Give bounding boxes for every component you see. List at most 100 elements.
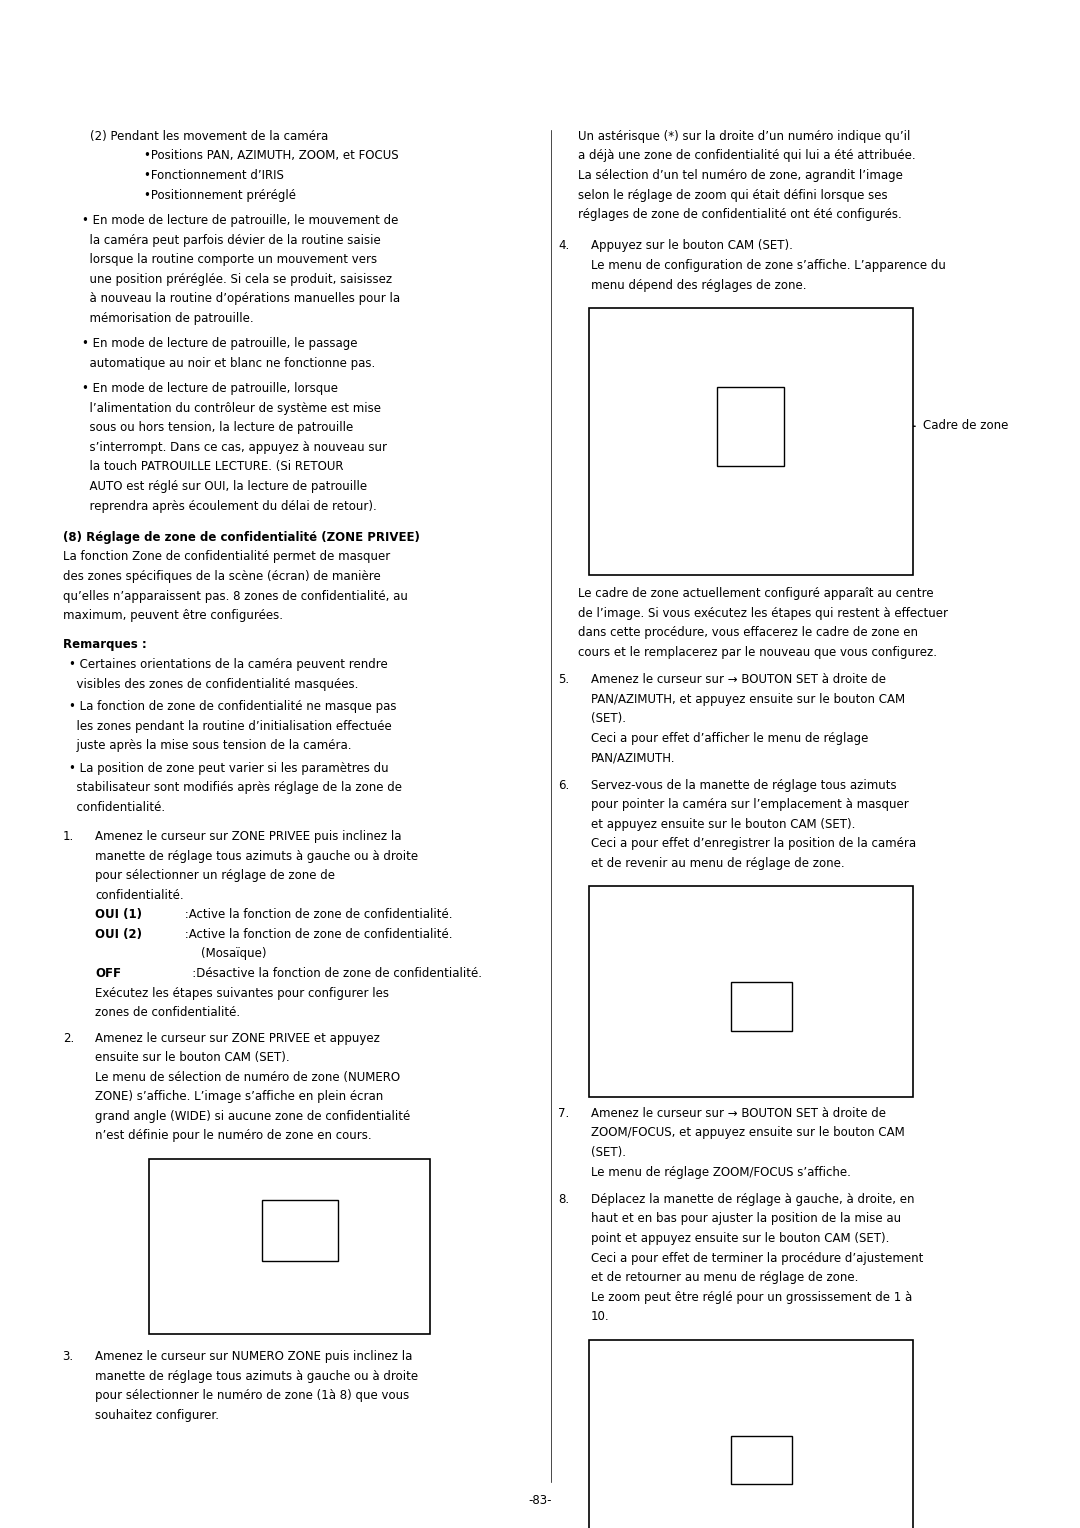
Text: Le menu de sélection de numéro de zone (NUMERO: Le menu de sélection de numéro de zone (… — [95, 1071, 401, 1083]
Text: 3.: 3. — [63, 1351, 73, 1363]
Text: pour sélectionner le numéro de zone (1à 8) que vous: pour sélectionner le numéro de zone (1à … — [95, 1389, 409, 1403]
Text: a déjà une zone de confidentialité qui lui a été attribuée.: a déjà une zone de confidentialité qui l… — [578, 150, 916, 162]
Text: • La position de zone peut varier si les paramètres du: • La position de zone peut varier si les… — [69, 761, 389, 775]
Text: selon le réglage de zoom qui était défini lorsque ses: selon le réglage de zoom qui était défin… — [578, 188, 888, 202]
Text: • En mode de lecture de patrouille, le passage: • En mode de lecture de patrouille, le p… — [82, 338, 357, 350]
Text: • En mode de lecture de patrouille, le mouvement de: • En mode de lecture de patrouille, le m… — [82, 214, 399, 228]
Text: 5.: 5. — [558, 672, 569, 686]
Text: menu dépend des réglages de zone.: menu dépend des réglages de zone. — [591, 278, 807, 292]
Text: haut et en bas pour ajuster la position de la mise au: haut et en bas pour ajuster la position … — [591, 1213, 901, 1225]
Text: et appuyez ensuite sur le bouton CAM (SET).: et appuyez ensuite sur le bouton CAM (SE… — [591, 817, 855, 831]
Text: Amenez le curseur sur ZONE PRIVEE puis inclinez la: Amenez le curseur sur ZONE PRIVEE puis i… — [95, 830, 402, 843]
Bar — [731, 983, 792, 1031]
Text: manette de réglage tous azimuts à gauche ou à droite: manette de réglage tous azimuts à gauche… — [95, 850, 418, 863]
Text: REGLAGE SUP  -          +: REGLAGE SUP - + — [597, 1511, 753, 1520]
Text: REGLAGE SUP  -          +: REGLAGE SUP - + — [597, 533, 753, 542]
Text: confidentialité.: confidentialité. — [69, 801, 165, 814]
Text: Servez-vous de la manette de réglage tous azimuts: Servez-vous de la manette de réglage tou… — [591, 779, 896, 792]
Text: Amenez le curseur sur NUMERO ZONE puis inclinez la: Amenez le curseur sur NUMERO ZONE puis i… — [95, 1351, 413, 1363]
Text: l’alimentation du contrôleur de système est mise: l’alimentation du contrôleur de système … — [82, 402, 381, 414]
Text: de l’image. Si vous exécutez les étapes qui restent à effectuer: de l’image. Si vous exécutez les étapes … — [578, 607, 948, 619]
Text: :Désactive la fonction de zone de confidentialité.: :Désactive la fonction de zone de confid… — [181, 967, 483, 979]
Text: sous ou hors tension, la lecture de patrouille: sous ou hors tension, la lecture de patr… — [82, 422, 353, 434]
Text: (2) Pendant les movement de la caméra: (2) Pendant les movement de la caméra — [90, 130, 328, 144]
Text: mémorisation de patrouille.: mémorisation de patrouille. — [82, 312, 254, 325]
Text: • La fonction de zone de confidentialité ne masque pas: • La fonction de zone de confidentialité… — [69, 700, 396, 714]
Text: :Active la fonction de zone de confidentialité.: :Active la fonction de zone de confident… — [181, 927, 453, 941]
Text: •Positions PAN, AZIMUTH, ZOOM, et FOCUS: •Positions PAN, AZIMUTH, ZOOM, et FOCUS — [144, 150, 399, 162]
Text: :Active la fonction de zone de confidentialité.: :Active la fonction de zone de confident… — [181, 908, 453, 921]
Text: H AZIMUTH B/G PAN D: H AZIMUTH B/G PAN D — [597, 976, 712, 986]
Text: 1.: 1. — [63, 830, 73, 843]
Text: •Fonctionnement d’IRIS: •Fonctionnement d’IRIS — [144, 170, 284, 182]
Text: Amenez le curseur sur → BOUTON SET à droite de: Amenez le curseur sur → BOUTON SET à dro… — [591, 1106, 886, 1120]
Text: 7.: 7. — [558, 1106, 569, 1120]
Text: 10.: 10. — [591, 1311, 609, 1323]
Text: la caméra peut parfois dévier de la routine saisie: la caméra peut parfois dévier de la rout… — [82, 234, 381, 246]
Text: Amenez le curseur sur → BOUTON SET à droite de: Amenez le curseur sur → BOUTON SET à dro… — [591, 672, 886, 686]
Text: grand angle (WIDE) si aucune zone de confidentialité: grand angle (WIDE) si aucune zone de con… — [95, 1109, 410, 1123]
Text: zones de confidentialité.: zones de confidentialité. — [95, 1005, 240, 1019]
Text: 6.: 6. — [558, 779, 569, 792]
Text: ZOOM/FOCUS, et appuyez ensuite sur le bouton CAM: ZOOM/FOCUS, et appuyez ensuite sur le bo… — [591, 1126, 905, 1140]
Text: RET         PRI: RET PRI — [162, 1311, 252, 1322]
Text: point et appuyez ensuite sur le bouton CAM (SET).: point et appuyez ensuite sur le bouton C… — [591, 1232, 889, 1245]
Bar — [149, 1158, 430, 1334]
Text: Exécutez les étapes suivantes pour configurer les: Exécutez les étapes suivantes pour confi… — [95, 987, 389, 999]
Text: Le menu de configuration de zone s’affiche. L’apparence du: Le menu de configuration de zone s’affic… — [591, 258, 946, 272]
Text: Appuyez sur le bouton CAM (SET).: Appuyez sur le bouton CAM (SET). — [591, 240, 793, 252]
Text: (8) Réglage de zone de confidentialité (ZONE PRIVEE): (8) Réglage de zone de confidentialité (… — [63, 530, 419, 544]
Text: PAN/AZIMUTH  →BOUTON SET: PAN/AZIMUTH →BOUTON SET — [597, 1374, 741, 1383]
Text: • Certaines orientations de la caméra peuvent rendre: • Certaines orientations de la caméra pe… — [69, 659, 388, 671]
Text: H ZOOM B/G FOCUS D: H ZOOM B/G FOCUS D — [597, 1429, 705, 1439]
Text: et de retourner au menu de réglage de zone.: et de retourner au menu de réglage de zo… — [591, 1271, 859, 1284]
Text: Ceci a pour effet d’enregistrer la position de la caméra: Ceci a pour effet d’enregistrer la posit… — [591, 837, 916, 851]
Text: Le menu de réglage ZOOM/FOCUS s’affiche.: Le menu de réglage ZOOM/FOCUS s’affiche. — [591, 1166, 851, 1178]
Text: Le zoom peut être réglé pour un grossissement de 1 à: Le zoom peut être réglé pour un grossiss… — [591, 1291, 912, 1303]
Text: à nouveau la routine d’opérations manuelles pour la: à nouveau la routine d’opérations manuel… — [82, 292, 401, 306]
Text: • En mode de lecture de patrouille, lorsque: • En mode de lecture de patrouille, lors… — [82, 382, 338, 396]
Text: confidentialité.: confidentialité. — [95, 889, 184, 902]
Text: La sélection d’un tel numéro de zone, agrandit l’image: La sélection d’un tel numéro de zone, ag… — [578, 170, 903, 182]
Text: Ceci a pour effet de terminer la procédure d’ajustement: Ceci a pour effet de terminer la procédu… — [591, 1251, 923, 1265]
Text: ZONE) s’affiche. L’image s’affiche en plein écran: ZONE) s’affiche. L’image s’affiche en pl… — [95, 1089, 383, 1103]
Text: lorsque la routine comporte un mouvement vers: lorsque la routine comporte un mouvement… — [82, 254, 377, 266]
Text: n’est définie pour le numéro de zone en cours.: n’est définie pour le numéro de zone en … — [95, 1129, 372, 1143]
Text: une position préréglée. Si cela se produit, saisissez: une position préréglée. Si cela se produ… — [82, 272, 392, 286]
Text: OFF: OFF — [95, 967, 121, 979]
Text: maximum, peuvent être configurées.: maximum, peuvent être configurées. — [63, 610, 283, 622]
Text: Déplacez la manette de réglage à gauche, à droite, en: Déplacez la manette de réglage à gauche,… — [591, 1193, 915, 1206]
Text: qu’elles n’apparaissent pas. 8 zones de confidentialité, au: qu’elles n’apparaissent pas. 8 zones de … — [63, 590, 407, 602]
Text: REGLAGE SUP  -          +: REGLAGE SUP - + — [597, 1057, 753, 1068]
Bar — [589, 307, 913, 575]
Text: •Positionnement préréglé: •Positionnement préréglé — [144, 188, 296, 202]
Text: visibles des zones de confidentialité masquées.: visibles des zones de confidentialité ma… — [69, 677, 359, 691]
Text: AIRE         ••••I••••: AIRE ••••I•••• — [597, 513, 729, 524]
Text: s’interrompt. Dans ce cas, appuyez à nouveau sur: s’interrompt. Dans ce cas, appuyez à nou… — [82, 442, 387, 454]
Text: 2.: 2. — [63, 1031, 73, 1045]
Text: **NUMERO ZONE 3 /8**: **NUMERO ZONE 3 /8** — [597, 902, 729, 912]
Text: pour pointer la caméra sur l’emplacement à masquer: pour pointer la caméra sur l’emplacement… — [591, 798, 908, 811]
Text: manette de réglage tous azimuts à gauche ou à droite: manette de réglage tous azimuts à gauche… — [95, 1369, 418, 1383]
Text: réglages de zone de confidentialité ont été configurés.: réglages de zone de confidentialité ont … — [578, 208, 902, 222]
Text: la touch PATROUILLE LECTURE. (Si RETOUR: la touch PATROUILLE LECTURE. (Si RETOUR — [82, 460, 343, 474]
Text: Amenez le curseur sur ZONE PRIVEE et appuyez: Amenez le curseur sur ZONE PRIVEE et app… — [95, 1031, 380, 1045]
Text: ZOOM/FOCUS   →BOUTON SET: ZOOM/FOCUS →BOUTON SET — [597, 1392, 741, 1403]
Text: ZOOM/FOCUS   →BOUTON SET: ZOOM/FOCUS →BOUTON SET — [597, 938, 741, 949]
Text: les zones pendant la routine d’initialisation effectuée: les zones pendant la routine d’initialis… — [69, 720, 392, 732]
Bar — [731, 1436, 792, 1485]
Text: PAN/AZIMUTH.: PAN/AZIMUTH. — [591, 752, 675, 764]
Text: RET       PRI: RET PRI — [597, 1076, 681, 1086]
Text: PAN/AZIMUTH  →BOUTON SET: PAN/AZIMUTH →BOUTON SET — [597, 342, 741, 351]
Text: Cadre de zone: Cadre de zone — [923, 419, 1009, 431]
Text: cours et le remplacerez par le nouveau que vous configurez.: cours et le remplacerez par le nouveau q… — [578, 646, 936, 659]
Text: -83-: -83- — [528, 1494, 552, 1508]
Text: Ceci a pour effet d’afficher le menu de réglage: Ceci a pour effet d’afficher le menu de … — [591, 732, 868, 744]
Text: OUI (2): OUI (2) — [95, 927, 143, 941]
Bar — [589, 1340, 913, 1528]
Text: **NUMERO ZONE 1 /8**: **NUMERO ZONE 1 /8** — [162, 1174, 300, 1184]
Text: AIRE         ••••I••••: AIRE ••••I•••• — [597, 1493, 729, 1502]
Text: PAN/AZIMUTH  →BOUTON SET: PAN/AZIMUTH →BOUTON SET — [597, 920, 741, 931]
Text: 8.: 8. — [558, 1193, 569, 1206]
Text: (SET).: (SET). — [591, 1146, 625, 1160]
